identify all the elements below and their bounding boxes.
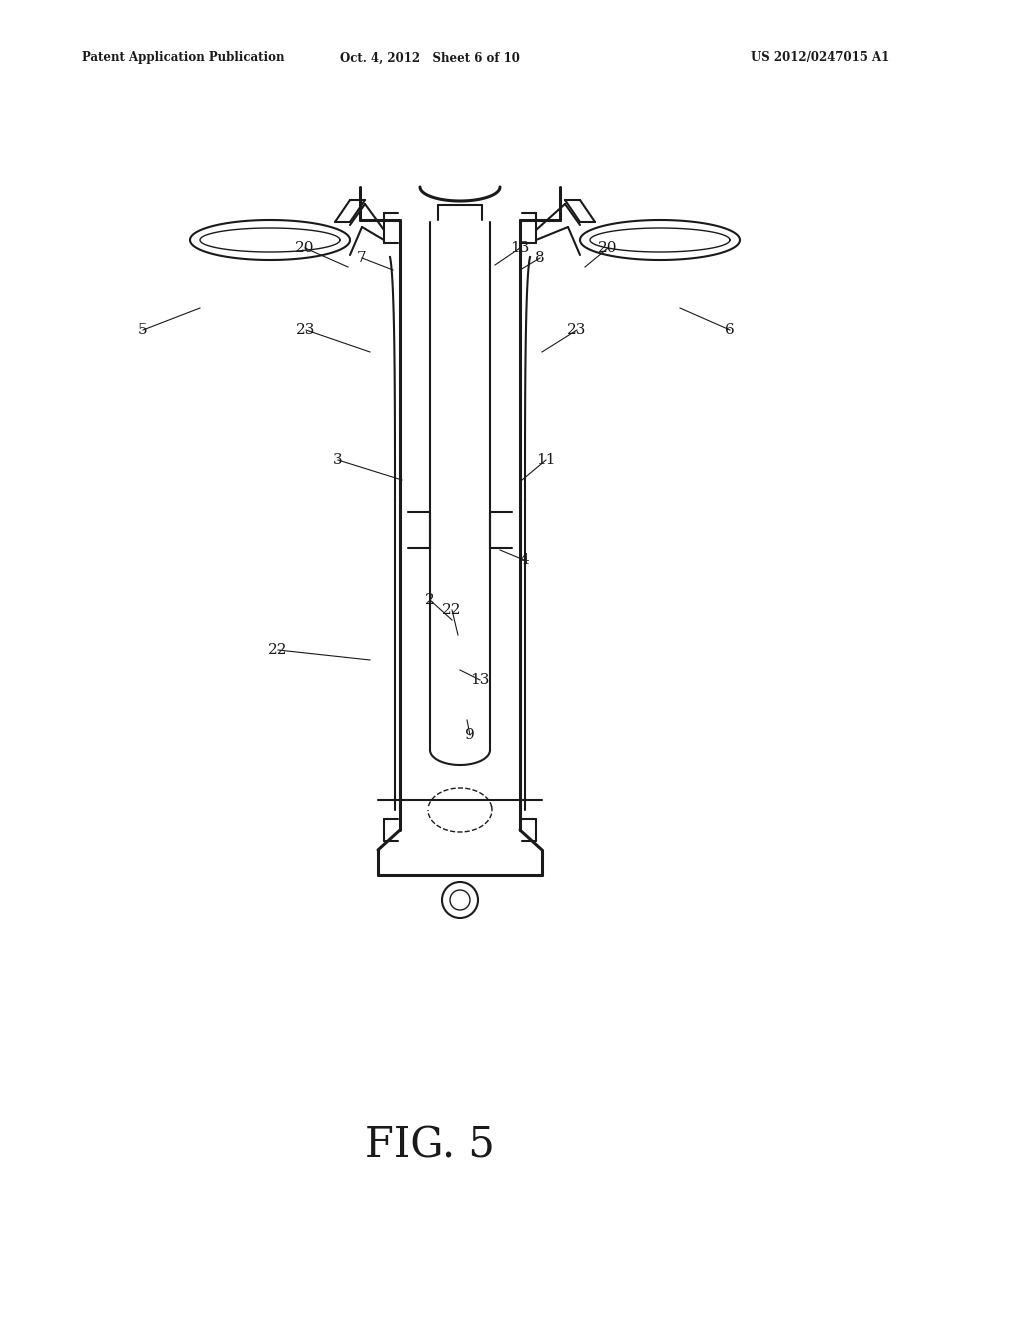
Text: 3: 3: [333, 453, 343, 467]
Text: US 2012/0247015 A1: US 2012/0247015 A1: [751, 51, 889, 65]
Text: 8: 8: [536, 251, 545, 265]
Text: 13: 13: [510, 242, 529, 255]
Text: 20: 20: [295, 242, 314, 255]
Text: FIG. 5: FIG. 5: [366, 1125, 495, 1166]
Text: 20: 20: [598, 242, 617, 255]
Text: 11: 11: [537, 453, 556, 467]
Text: 5: 5: [138, 323, 147, 337]
Text: 23: 23: [296, 323, 315, 337]
Text: 9: 9: [465, 729, 475, 742]
Text: 6: 6: [725, 323, 735, 337]
Text: Patent Application Publication: Patent Application Publication: [82, 51, 285, 65]
Text: 22: 22: [442, 603, 462, 616]
Text: 4: 4: [519, 553, 528, 568]
Text: 2: 2: [425, 593, 435, 607]
Text: Oct. 4, 2012   Sheet 6 of 10: Oct. 4, 2012 Sheet 6 of 10: [340, 51, 520, 65]
Text: 7: 7: [357, 251, 367, 265]
Text: 13: 13: [470, 673, 489, 686]
Text: 22: 22: [268, 643, 288, 657]
Text: 23: 23: [567, 323, 587, 337]
